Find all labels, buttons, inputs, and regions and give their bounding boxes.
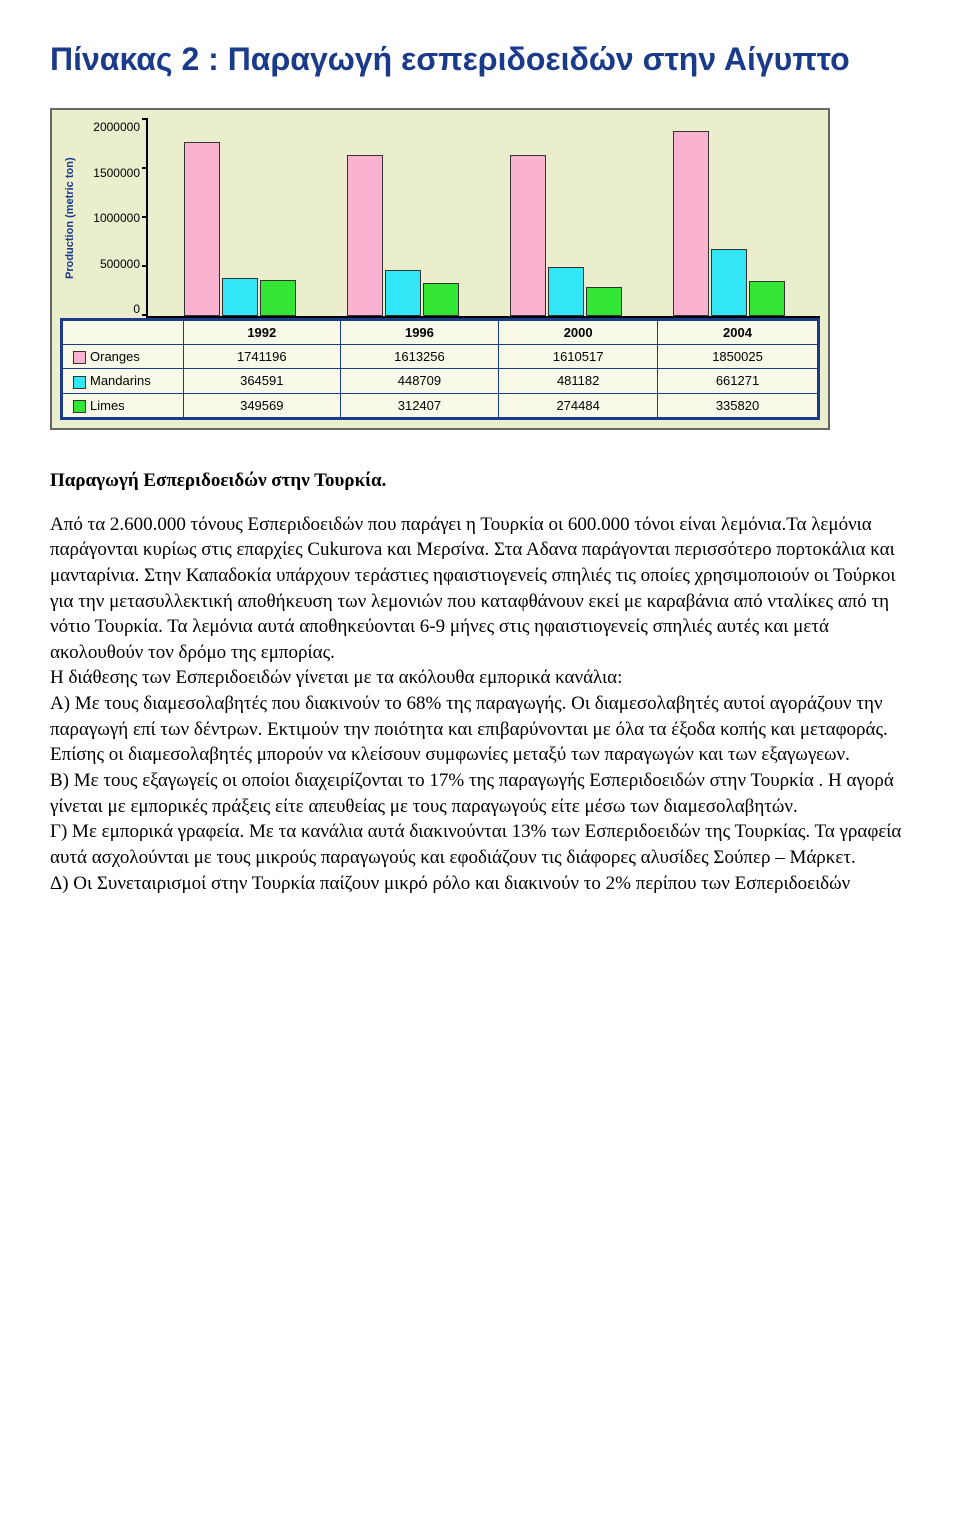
paragraph: Δ) Οι Συνεταιρισμοί στην Τουρκία παίζουν…	[50, 871, 910, 897]
y-tick-label: 500000	[80, 257, 140, 271]
bar	[548, 267, 584, 317]
table-header-year: 2000	[499, 320, 658, 345]
table-header-blank	[62, 320, 184, 345]
table-cell: 364591	[184, 369, 341, 393]
legend-swatch	[73, 351, 86, 364]
body-text: Από τα 2.600.000 τόνους Εσπεριδοειδών πο…	[50, 512, 910, 897]
bar	[184, 142, 220, 316]
table-cell: 1741196	[184, 345, 341, 369]
y-tick-label: 2000000	[80, 120, 140, 134]
table-header-year: 1992	[184, 320, 341, 345]
legend-swatch	[73, 400, 86, 413]
chart-container: Production (metric ton) 2000000 1500000 10…	[50, 108, 830, 429]
bar	[385, 270, 421, 316]
series-name: Oranges	[90, 349, 140, 364]
table-cell: 1613256	[340, 345, 499, 369]
bar	[749, 281, 785, 316]
table-header-year: 1996	[340, 320, 499, 345]
table-row: Mandarins 364591448709481182661271	[62, 369, 819, 393]
series-name: Mandarins	[90, 373, 151, 388]
bar	[347, 155, 383, 317]
table-cell: 1610517	[499, 345, 658, 369]
table-cell: 1850025	[658, 345, 819, 369]
bar-group	[184, 118, 296, 316]
bar-group	[347, 118, 459, 316]
table-cell: 312407	[340, 393, 499, 418]
bar	[711, 249, 747, 316]
bar	[586, 287, 622, 316]
bar	[673, 131, 709, 316]
y-tick-label: 1000000	[80, 211, 140, 225]
y-tick-label: 0	[80, 302, 140, 316]
bar	[510, 155, 546, 316]
paragraph: Β) Με τους εξαγωγείς οι οποίοι διαχειρίζ…	[50, 768, 910, 819]
table-row-label: Mandarins	[62, 369, 184, 393]
plot-area	[146, 118, 820, 318]
bar	[423, 283, 459, 316]
series-name: Limes	[90, 398, 125, 413]
bar	[222, 278, 258, 316]
table-cell: 349569	[184, 393, 341, 418]
table-cell: 661271	[658, 369, 819, 393]
table-row: Oranges 1741196161325616105171850025	[62, 345, 819, 369]
table-row-label: Limes	[62, 393, 184, 418]
y-axis-ticks: 2000000 1500000 1000000 500000 0	[80, 118, 146, 318]
y-tick-label: 1500000	[80, 166, 140, 180]
legend-swatch	[73, 376, 86, 389]
bar-group	[673, 118, 785, 316]
data-table: 1992199620002004 Oranges 17411961613256161…	[60, 318, 820, 419]
table-cell: 335820	[658, 393, 819, 418]
bar	[260, 280, 296, 317]
table-cell: 448709	[340, 369, 499, 393]
page-title: Πίνακας 2 : Παραγωγή εσπεριδοειδών στην …	[50, 40, 910, 78]
section-subtitle: Παραγωγή Εσπεριδοειδών στην Τουρκία.	[50, 470, 910, 492]
table-cell: 274484	[499, 393, 658, 418]
paragraph: Γ) Με εμπορικά γραφεία. Με τα κανάλια αυ…	[50, 819, 910, 870]
table-row-label: Oranges	[62, 345, 184, 369]
paragraph: Α) Με τους διαμεσολαβητές που διακινούν …	[50, 691, 910, 768]
table-cell: 481182	[499, 369, 658, 393]
table-row: Limes 349569312407274484335820	[62, 393, 819, 418]
paragraph: Η διάθεσης των Εσπεριδοειδών γίνεται με …	[50, 665, 910, 691]
bar-group	[510, 118, 622, 316]
paragraph: Από τα 2.600.000 τόνους Εσπεριδοειδών πο…	[50, 512, 910, 666]
table-header-year: 2004	[658, 320, 819, 345]
y-axis-label: Production (metric ton)	[60, 118, 80, 318]
